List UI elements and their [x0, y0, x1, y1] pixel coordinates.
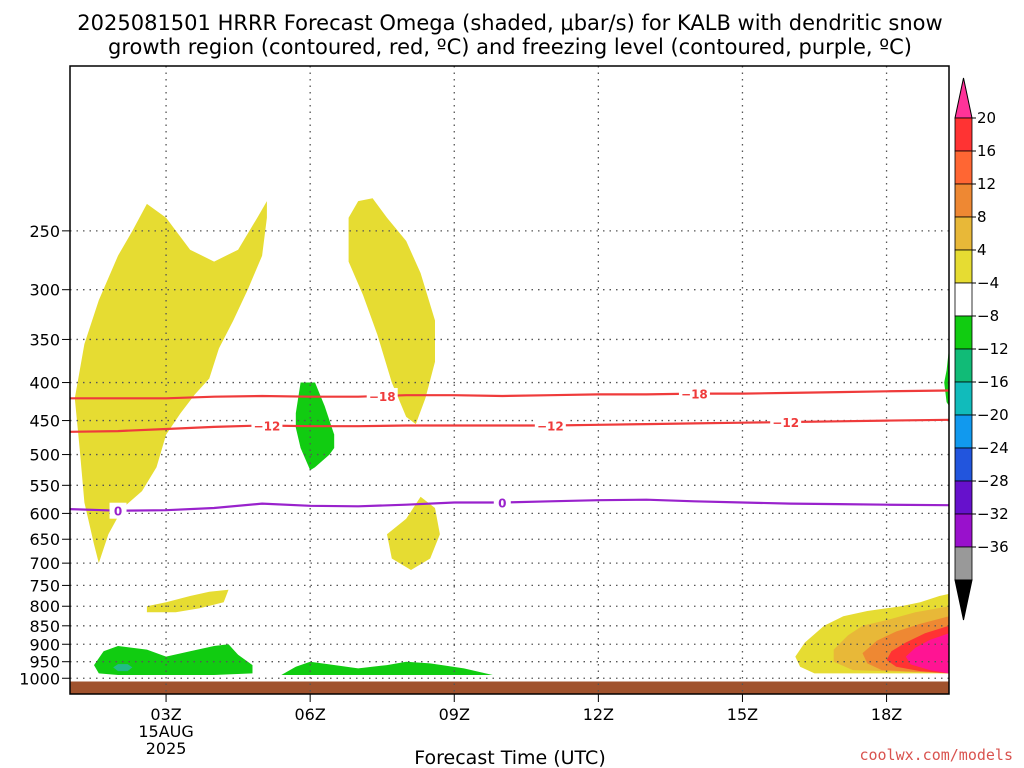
credit-text: coolwx.com/models	[859, 746, 1013, 764]
omega-region-7	[113, 664, 133, 672]
colorbar-tick-label-13: −36	[977, 538, 1009, 556]
x-tick-label-09Z: 09Z	[439, 705, 470, 724]
colorbar-tick-label-10: −24	[977, 439, 1009, 457]
colorbar-tick-label-1: 16	[977, 142, 996, 160]
y-tick-label-500: 500	[29, 446, 60, 465]
y-tick-label-250: 250	[29, 222, 60, 241]
colorbar-tick-label-6: −8	[977, 307, 999, 325]
contour-label-1-0: −12	[254, 420, 281, 434]
colorbar-swatch-9	[954, 381, 973, 416]
x-tick-date: 15AUG	[138, 722, 193, 741]
omega-region-6	[281, 661, 493, 675]
chart-title-line-1: 2025081501 HRRR Forecast Omega (shaded, …	[77, 11, 942, 35]
y-tick-label-650: 650	[29, 530, 60, 549]
contour-label-bg-0-1	[678, 385, 710, 402]
y-tick-label-350: 350	[29, 330, 60, 349]
omega-region-2	[387, 496, 440, 570]
colorbar-tick-label-7: −12	[977, 340, 1009, 358]
colorbar-swatch-3	[954, 183, 973, 218]
x-tick-label-12Z: 12Z	[583, 705, 614, 724]
x-tick-label-15Z: 15Z	[727, 705, 758, 724]
colorbar-arrow-bottom	[954, 579, 973, 621]
x-axis-label: Forecast Time (UTC)	[414, 747, 605, 768]
pressure-axis: 2503003504004505005506006507007508008509…	[19, 222, 70, 688]
contour-label-0-1: −18	[681, 388, 708, 402]
contour-label-bg-0-0	[366, 387, 398, 404]
colorbar: 20 16 12 8 4 −4 −8 −12 −16 −20 −24 −28 −32 −36	[954, 77, 1009, 621]
temperature-contours: −18 −18 −12 −12 −12 0 0	[69, 385, 950, 519]
colorbar-tick-label-12: −32	[977, 505, 1009, 523]
contour-label-1-1: −12	[537, 420, 564, 434]
contour-label-bg-1-1	[534, 417, 566, 434]
omega-shading	[74, 198, 949, 675]
contour-label-0-0: −18	[369, 390, 396, 404]
omega-region-0	[74, 201, 267, 564]
contour-line-0	[70, 389, 950, 400]
colorbar-swatch-4	[954, 216, 973, 251]
x-tick-year: 2025	[146, 739, 187, 758]
plot-frame	[69, 65, 950, 695]
contour-label-bg-1-2	[770, 414, 802, 431]
colorbar-tick-label-4: 4	[977, 241, 987, 259]
y-tick-label-750: 750	[29, 576, 60, 595]
y-tick-label-1000: 1000	[19, 669, 60, 688]
colorbar-tick-label-11: −28	[977, 472, 1009, 490]
y-tick-label-900: 900	[29, 635, 60, 654]
y-tick-label-300: 300	[29, 281, 60, 300]
grid-lines	[70, 66, 949, 694]
contour-label-2-1: 0	[498, 496, 506, 510]
x-tick-label-03Z: 03Z	[150, 705, 181, 724]
colorbar-swatch-1	[954, 117, 973, 152]
x-tick-label-06Z: 06Z	[294, 705, 325, 724]
colorbar-swatch-10	[954, 414, 973, 449]
contour-label-bg-2-0	[109, 502, 127, 519]
y-tick-label-400: 400	[29, 374, 60, 393]
omega-region-12	[905, 633, 949, 674]
y-tick-label-550: 550	[29, 476, 60, 495]
colorbar-tick-label-3: 8	[977, 208, 987, 226]
colorbar-swatch-14	[954, 546, 973, 581]
x-tick-label-18Z: 18Z	[871, 705, 902, 724]
colorbar-tick-label-5: −4	[977, 274, 999, 292]
colorbar-tick-label-2: 12	[977, 175, 996, 193]
omega-region-1	[348, 198, 435, 425]
colorbar-swatch-8	[954, 348, 973, 383]
colorbar-swatch-11	[954, 447, 973, 482]
colorbar-arrow-top	[954, 77, 973, 119]
colorbar-swatch-5	[954, 249, 973, 284]
contour-label-bg-1-0	[251, 417, 283, 434]
y-tick-label-600: 600	[29, 504, 60, 523]
y-tick-label-450: 450	[29, 412, 60, 431]
y-tick-label-800: 800	[29, 597, 60, 616]
y-tick-label-700: 700	[29, 554, 60, 573]
contour-label-2-0: 0	[114, 505, 122, 519]
colorbar-tick-label-8: −16	[977, 373, 1009, 391]
chart-title-line-2: growth region (contoured, red, ºC) and f…	[108, 35, 912, 59]
contour-line-1	[69, 418, 950, 433]
ground-surface	[70, 681, 949, 694]
colorbar-swatch-12	[954, 480, 973, 515]
colorbar-swatch-2	[954, 150, 973, 185]
colorbar-tick-label-0: 20	[977, 109, 996, 127]
y-tick-label-850: 850	[29, 617, 60, 636]
colorbar-swatch-13	[954, 513, 973, 548]
colorbar-swatch-7	[954, 315, 973, 350]
omega-region-3	[146, 589, 229, 613]
contour-label-bg-2-1	[493, 494, 511, 511]
omega-region-5	[94, 644, 253, 675]
y-tick-label-950: 950	[29, 653, 60, 672]
contour-label-1-2: −12	[772, 416, 799, 430]
colorbar-swatch-6	[954, 282, 973, 317]
colorbar-tick-label-9: −20	[977, 406, 1009, 424]
